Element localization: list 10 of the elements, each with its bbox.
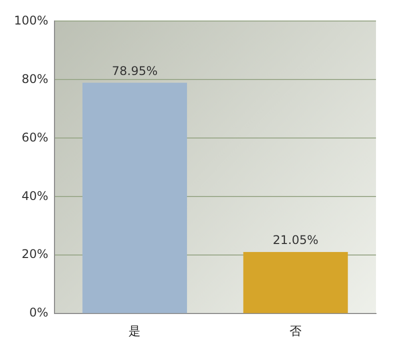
data-label: 78.95% (112, 64, 158, 78)
y-tick-label: 80% (22, 72, 48, 86)
x-tick-label: 否 (290, 324, 302, 338)
y-tick-label: 40% (22, 188, 48, 203)
y-tick-label: 60% (22, 130, 48, 144)
y-tick-label: 100% (14, 13, 48, 28)
x-tick-label: 是 (128, 324, 141, 338)
y-tick-label: 20% (22, 247, 48, 262)
y-tick-label: 0% (29, 306, 48, 320)
data-label: 21.05% (272, 233, 318, 248)
